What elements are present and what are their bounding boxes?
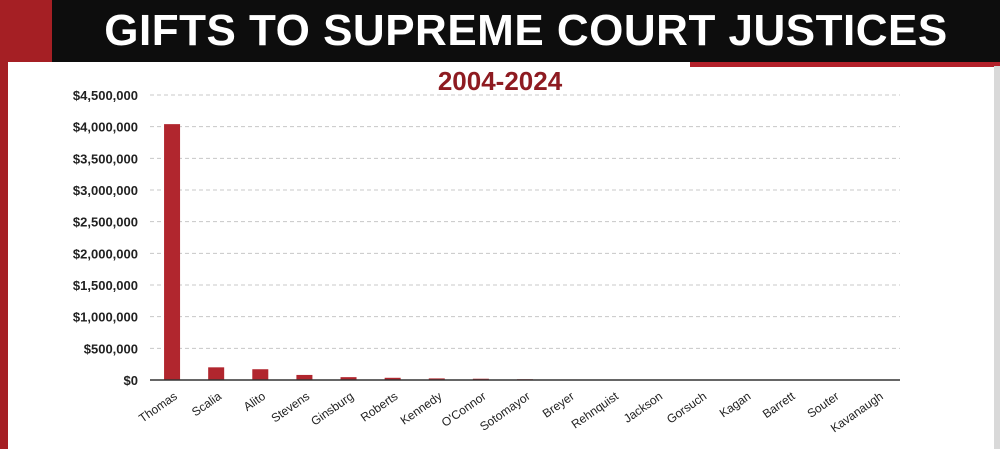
- x-tick-label: Roberts: [358, 389, 400, 425]
- bar-alito: [252, 369, 269, 380]
- y-tick-label: $4,000,000: [73, 120, 138, 135]
- y-tick-label: $0: [124, 373, 138, 388]
- x-tick-label: Jackson: [621, 389, 665, 426]
- banner-accent: [0, 0, 52, 62]
- x-tick-label: Breyer: [540, 389, 577, 421]
- x-tick-label: Barrett: [760, 389, 798, 422]
- bar-thomas: [164, 124, 181, 380]
- y-tick-label: $3,500,000: [73, 151, 138, 166]
- y-tick-label: $500,000: [84, 341, 138, 356]
- right-edge-strip: [994, 66, 1000, 449]
- x-tick-label: Stevens: [269, 389, 313, 425]
- bar-scalia: [208, 367, 225, 380]
- y-tick-label: $2,000,000: [73, 246, 138, 261]
- y-tick-label: $3,000,000: [73, 183, 138, 198]
- x-tick-label: Gorsuch: [664, 389, 709, 426]
- x-tick-label: Ginsburg: [308, 389, 356, 428]
- bar-roberts: [384, 377, 401, 380]
- title-banner: [0, 0, 1000, 62]
- x-tick-label: Thomas: [136, 389, 180, 425]
- chart-subtitle: 2004-2024: [437, 66, 563, 96]
- chart-title: GIFTS TO SUPREME COURT JUSTICES: [104, 6, 948, 55]
- gridlines: [150, 94, 900, 349]
- x-tick-label: Souter: [805, 389, 842, 421]
- x-tick-label: Rehnquist: [569, 389, 622, 432]
- x-tick-label: Alito: [241, 389, 268, 414]
- bar-kennedy: [428, 378, 445, 380]
- x-tick-label: Kennedy: [398, 389, 445, 428]
- left-edge-strip: [0, 62, 8, 449]
- y-axis-ticks: $0 $500,000 $1,000,000 $1,500,000 $2,000,000…: [73, 88, 138, 388]
- banner-underline: [690, 62, 1000, 67]
- bar-stevens: [296, 374, 313, 380]
- x-tick-label: Scalia: [189, 389, 224, 419]
- bars: [164, 124, 578, 380]
- x-tick-label: Kagan: [717, 389, 753, 420]
- y-tick-label: $2,500,000: [73, 215, 138, 230]
- x-tick-label: Sotomayor: [477, 389, 533, 434]
- y-tick-label: $1,000,000: [73, 310, 138, 325]
- bar-ginsburg: [340, 377, 357, 380]
- y-tick-label: $4,500,000: [73, 88, 138, 103]
- y-tick-label: $1,500,000: [73, 278, 138, 293]
